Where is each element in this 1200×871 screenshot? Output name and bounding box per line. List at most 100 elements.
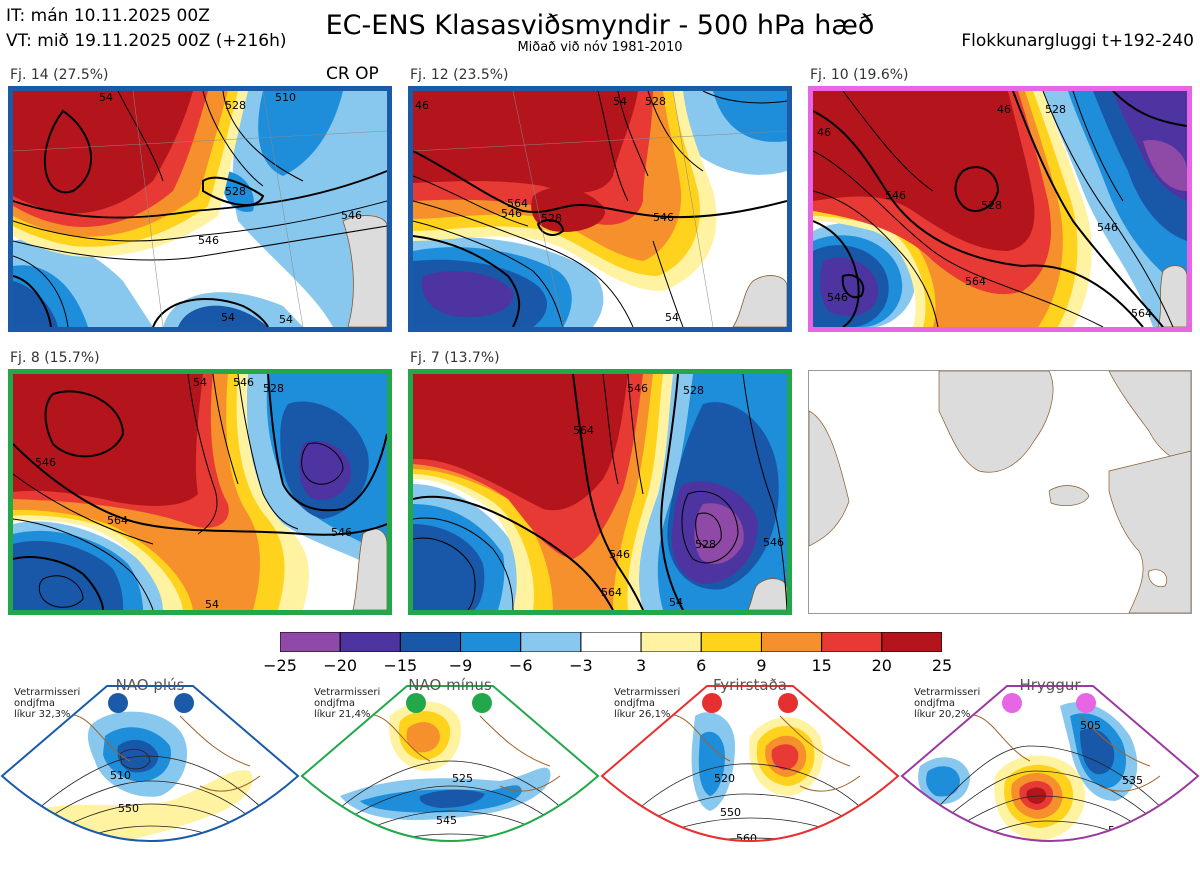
contour-label: 510 [275, 91, 296, 104]
colorbar-tick: 15 [811, 656, 832, 675]
contour-label: 546 [827, 291, 848, 304]
colorbar-segment [520, 631, 582, 653]
colorbar-tick: −15 [383, 656, 418, 675]
colorbar-segment [279, 631, 341, 653]
contour-label: 546 [627, 382, 648, 395]
cr-op-label: CR OP [326, 64, 379, 84]
contour-label: 546 [331, 526, 352, 539]
colorbar-tick: 9 [756, 656, 767, 675]
colorbar-segment [760, 631, 823, 653]
colorbar-segment [580, 631, 642, 653]
regime-nao-minus: 525 545 565 NAO mínus Vetrarmisseri ondj… [300, 676, 600, 871]
chart-subtitle: Miðað við nóv 1981-2010 [517, 40, 683, 55]
contour-label: 545 [436, 814, 457, 827]
panel-label: Fj. 10 (19.6%) [810, 67, 909, 83]
contour-label: 528 [541, 212, 562, 225]
contour-label: 54 [221, 311, 235, 324]
contour-label: 564 [573, 424, 594, 437]
contour-label: 54 [205, 598, 219, 610]
panel-label: Fj. 14 (27.5%) [10, 67, 109, 83]
colorbar-segment [399, 631, 462, 653]
contour-label: 520 [714, 772, 735, 785]
reference-map [808, 370, 1192, 614]
contour-label: 564 [507, 197, 528, 210]
contour-label: 46 [415, 99, 429, 112]
contour-label: 54 [279, 313, 293, 326]
contour-label: 54 [613, 95, 627, 108]
contour-label: 564 [107, 514, 128, 527]
contour-label: 564 [965, 275, 986, 288]
contour-label: 546 [653, 211, 674, 224]
regime-info: Vetrarmisseri ondjfma líkur 26,1% [614, 687, 681, 720]
regime-info: Vetrarmisseri ondjfma líkur 32,3% [14, 687, 81, 720]
regime-blocking: 520 550 560 Fyrirstaða Vetrarmisseri ond… [600, 676, 900, 871]
cluster-map-fj10: 46 46 528 528 546 546 564 564 546 [808, 86, 1192, 332]
colorbar-segment [881, 631, 943, 653]
panel-label: Fj. 12 (23.5%) [410, 67, 509, 83]
colorbar-tick: 3 [635, 656, 647, 675]
contour-label: 546 [1097, 221, 1118, 234]
cluster-map-fj7: 564 546 528 528 546 564 546 54 [408, 369, 792, 615]
chart-title: EC-ENS Klasasviðsmyndir - 500 hPa hæð [325, 10, 875, 41]
colorbar-segment [700, 631, 762, 653]
contour-label: 528 [225, 185, 246, 198]
contour-label: 546 [198, 234, 219, 247]
contour-label: 535 [1122, 774, 1143, 787]
regime-title: NAO mínus [408, 676, 492, 694]
contour-label: 528 [263, 382, 284, 395]
contour-label: 560 [736, 832, 757, 845]
contour-label: 564 [1131, 307, 1152, 320]
contour-label: 46 [997, 103, 1011, 116]
valid-time: VT: mið 19.11.2025 00Z (+216h) [6, 31, 287, 51]
colorbar-segment [821, 631, 883, 653]
init-time: IT: mán 10.11.2025 00Z [6, 6, 210, 26]
colorbar-tick: −6 [508, 656, 533, 675]
regime-title: Hryggur [1019, 676, 1081, 694]
colorbar-tick: −3 [569, 656, 593, 675]
cluster-map-fj12: 46 54 528 528 546 564 546 54 [408, 86, 792, 332]
contour-label: 550 [118, 802, 139, 815]
colorbar [279, 631, 943, 656]
contour-label: 564 [601, 586, 622, 599]
contour-label: 505 [1080, 719, 1101, 732]
colorbar-tick: 25 [931, 656, 953, 675]
contour-label: 54 [665, 311, 679, 324]
colorbar-tick: 6 [696, 656, 707, 675]
colorbar-segment [640, 631, 702, 653]
contour-label: 528 [645, 95, 666, 108]
regime-nao-plus: 510 550 NAO plús Vetrarmisseri ondjfma l… [0, 676, 300, 871]
contour-label: 565 [446, 849, 467, 862]
contour-label: 46 [817, 126, 831, 139]
contour-label: 546 [609, 548, 630, 561]
colorbar-tick: −25 [263, 656, 297, 675]
contour-label: 528 [225, 99, 246, 112]
contour-label: 546 [35, 456, 56, 469]
cluster-map-fj8: 546 564 546 528 54 546 54 [8, 369, 392, 615]
contour-label: 550 [720, 806, 741, 819]
regime-ridge: 505 535 560 Hryggur Vetrarmisseri ondjfm… [900, 676, 1200, 871]
panel-label: Fj. 8 (15.7%) [10, 350, 100, 366]
regime-info: Vetrarmisseri ondjfma líkur 20,2% [914, 687, 981, 720]
contour-label: 528 [981, 199, 1002, 212]
colorbar-tick: −9 [448, 656, 473, 675]
regime-title: NAO plús [115, 676, 185, 694]
contour-label: 546 [763, 536, 784, 549]
regime-title: Fyrirstaða [713, 676, 787, 694]
contour-label: 510 [110, 769, 131, 782]
panel-label: Fj. 7 (13.7%) [410, 350, 500, 366]
colorbar-tick: −20 [323, 656, 358, 675]
contour-label: 546 [885, 189, 906, 202]
contour-label: 54 [193, 376, 207, 389]
classification-window: Flokkunargluggi t+192-240 [961, 31, 1194, 51]
regime-info: Vetrarmisseri ondjfma líkur 21,4% [314, 687, 381, 720]
contour-label: 546 [233, 376, 254, 389]
contour-label: 546 [501, 207, 522, 220]
contour-label: 546 [341, 209, 362, 222]
contour-label: 528 [1045, 103, 1066, 116]
contour-label: 54 [669, 596, 683, 609]
colorbar-segment [460, 631, 522, 653]
contour-label: 525 [452, 772, 473, 785]
contour-label: 528 [683, 384, 704, 397]
colorbar-segment [339, 631, 401, 653]
contour-label: 528 [695, 538, 716, 551]
